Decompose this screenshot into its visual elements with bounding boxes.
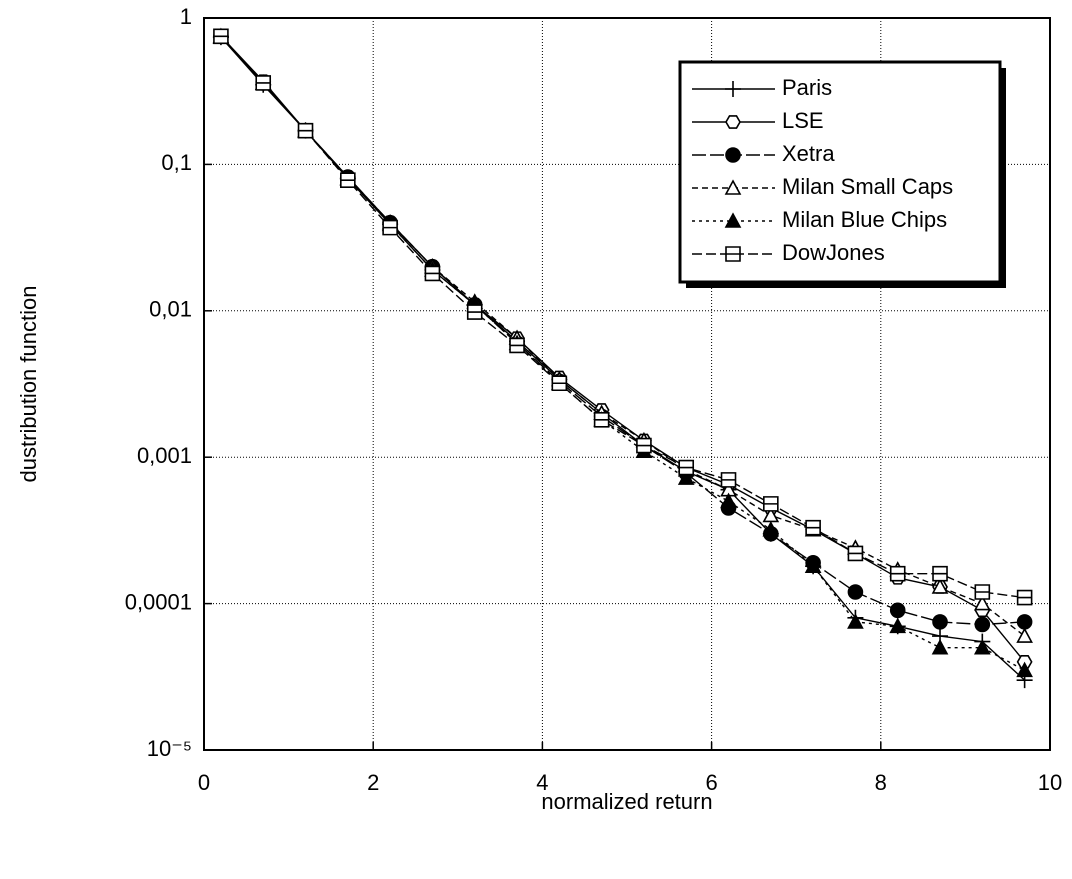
legend-label: LSE (782, 108, 824, 133)
legend-label: DowJones (782, 240, 885, 265)
plot-frame (203, 17, 1051, 751)
marker (889, 565, 906, 582)
y-axis-label: dustribution function (16, 286, 41, 483)
marker (678, 459, 695, 476)
marker (804, 557, 822, 574)
marker (974, 616, 991, 633)
marker (593, 412, 610, 428)
marker (932, 565, 948, 582)
marker (677, 469, 695, 485)
marker (213, 28, 229, 45)
y-tick-label: 0,001 (137, 443, 192, 468)
marker (1016, 627, 1033, 643)
legend-label: Paris (782, 75, 832, 100)
series-line (220, 36, 1025, 671)
legend-label: Xetra (782, 141, 835, 166)
marker (509, 337, 525, 354)
marker (424, 265, 441, 282)
marker (931, 578, 949, 594)
marker (340, 172, 356, 188)
marker (847, 584, 864, 600)
marker (973, 594, 991, 611)
marker (1016, 661, 1033, 678)
marker (847, 545, 864, 562)
marker (255, 75, 272, 91)
marker (466, 304, 483, 320)
marker (720, 492, 737, 509)
x-tick-label: 10 (1038, 770, 1062, 795)
x-tick-label: 2 (367, 770, 379, 795)
marker (763, 496, 779, 512)
legend-label: Milan Blue Chips (782, 207, 947, 232)
x-tick-label: 8 (875, 770, 887, 795)
y-tick-label: 0,01 (149, 297, 192, 322)
marker (1016, 614, 1033, 630)
marker (382, 219, 398, 236)
y-tick-label: 0,1 (161, 150, 192, 175)
marker (805, 519, 821, 536)
marker (725, 81, 741, 97)
marker (725, 147, 741, 163)
x-tick-label: 4 (536, 770, 548, 795)
marker (725, 246, 741, 262)
marker (762, 520, 780, 537)
x-axis-label: normalized return (541, 789, 712, 814)
legend-box (678, 60, 1002, 284)
marker (724, 179, 742, 195)
x-tick-label: 6 (705, 770, 717, 795)
y-tick-label: 0,0001 (125, 589, 192, 614)
marker (720, 472, 737, 488)
marker (889, 617, 907, 634)
x-tick-label: 0 (198, 770, 210, 795)
y-tick-label: 1 (180, 4, 192, 29)
y-tick-label: 10⁻⁵ (147, 736, 192, 761)
legend-label: Milan Small Caps (782, 174, 953, 199)
marker (974, 584, 991, 600)
marker (889, 602, 906, 619)
marker (931, 638, 949, 655)
marker (725, 115, 741, 129)
marker (847, 613, 864, 629)
marker (724, 212, 742, 228)
marker (932, 614, 948, 630)
marker (973, 638, 991, 655)
marker (1016, 589, 1033, 606)
marker (636, 437, 652, 454)
marker (551, 375, 568, 392)
marker (297, 122, 314, 139)
